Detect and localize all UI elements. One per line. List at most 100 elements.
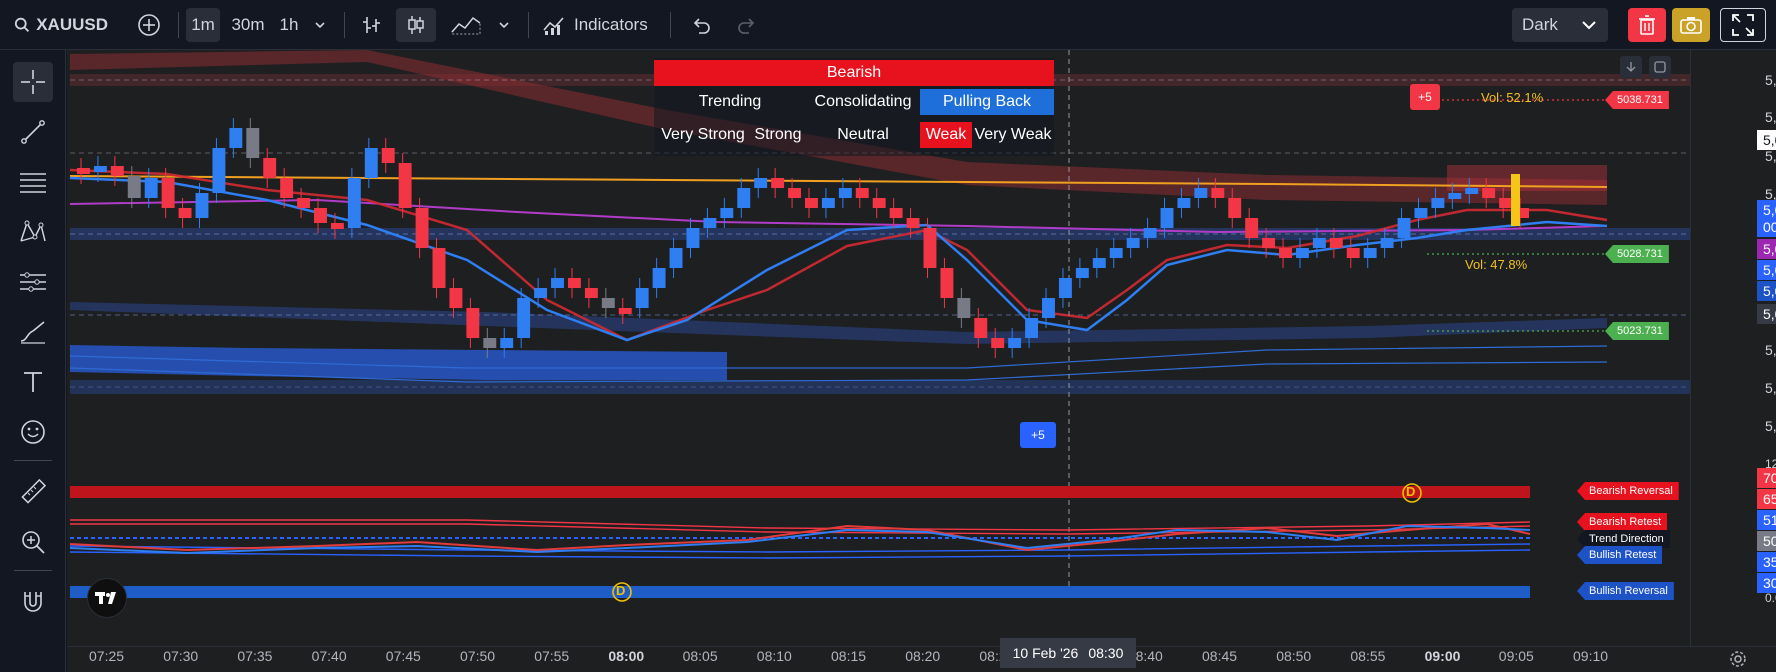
pane-maximize-button[interactable] [1649,56,1671,78]
price-badge-purple: 5,030.534 [1757,239,1776,259]
brush-tool[interactable] [13,312,53,352]
interval-1h[interactable]: 1h [274,8,304,42]
candle-body [534,288,548,298]
divergence-marker [1402,483,1422,503]
candle-body [788,188,801,198]
crosshair-date: 10 Feb '26 [1012,645,1079,661]
delete-button[interactable] [1628,8,1666,42]
time-tick: 07:45 [385,648,421,664]
bar-type-icon [363,17,380,33]
theme-select[interactable]: Dark [1512,8,1608,42]
candle-body [652,268,666,288]
candle-body [1177,198,1191,208]
redo-button[interactable] [730,8,764,42]
toolbar-divider [178,12,179,38]
indicators-button[interactable]: Indicators [538,8,660,42]
tradingview-logo[interactable] [87,578,127,618]
zoom-in-tool[interactable] [13,522,53,562]
fib-tool[interactable] [13,162,53,202]
candle-body [1329,238,1343,248]
price-axis[interactable] [1690,50,1776,646]
candle-body [618,308,632,314]
candle-body [1126,238,1140,248]
text-tool[interactable] [13,362,53,402]
divergence-label: D [1406,484,1416,499]
time-tick: 08:15 [831,648,867,664]
interval-1h-label: 1h [279,15,299,34]
candle-body [1448,193,1462,199]
magnet-tool[interactable] [13,582,53,622]
price-chart[interactable] [67,50,1776,672]
candle-body [246,128,260,158]
candle-body [1194,188,1208,198]
interval-dropdown[interactable] [308,8,332,42]
time-axis[interactable] [67,646,1776,672]
crosshair-tool[interactable] [13,62,53,102]
ruler-icon [21,478,47,504]
area-chart-button[interactable] [446,8,486,42]
dashboard-very-weak: Very Weak [974,126,1052,143]
price-badge-grey: 5,024.694 [1757,304,1776,324]
buy-signal-label: +5 [1031,428,1045,442]
pattern-tool[interactable] [13,212,53,252]
symbol-search[interactable]: XAUUSD [8,8,108,42]
dashboard-strong: Strong [754,126,802,143]
bearish-reversal-flag: Bearish Reversal [1577,482,1679,500]
trendline-tool[interactable] [13,112,53,152]
osc-tick-top: 120.000 [1765,457,1776,471]
measure-lines-tool[interactable] [13,262,53,302]
bar-type-button[interactable] [354,8,390,42]
trend-dashboard: Bearish Trending Consolidating Pulling B… [654,58,1054,156]
time-tick: 09:10 [1573,648,1609,664]
candle-body [821,198,835,208]
gear-icon [1730,651,1746,667]
candle-body [398,163,412,208]
candle-body [280,178,294,198]
toolbar-divider [670,12,671,38]
interval-30m[interactable]: 30m [226,8,270,42]
candle-body [1516,208,1529,218]
emoji-tool[interactable] [13,412,53,452]
undo-button[interactable] [684,8,718,42]
emoji-icon [21,420,45,444]
toolbar-divider [344,12,345,38]
ruler-tool[interactable] [13,472,53,512]
price-tick: 5,020.000 [1765,380,1776,396]
osc-value: 35.416 [1757,552,1776,572]
dashboard-consolidating: Consolidating [814,93,912,110]
candle-body [229,128,243,148]
candle-body [669,248,683,268]
screenshot-button[interactable] [1672,8,1710,42]
candle-body [263,158,277,178]
crosshair-time: 08:30 [1088,645,1124,661]
bullish-reversal-flag: Bullish Reversal [1577,582,1674,600]
candle-body [635,288,649,308]
trendline-icon [21,120,45,144]
fullscreen-button[interactable] [1720,8,1766,42]
candle-body [1397,218,1411,238]
price-badge-crosshair: 5,036.052 [1757,130,1776,150]
add-symbol-button[interactable] [132,8,166,42]
candle-body [1465,188,1479,194]
maximize-pane-icon [1654,61,1666,73]
candle-body [1431,198,1445,208]
candles-button[interactable] [396,8,436,42]
interval-1m[interactable]: 1m [186,8,220,42]
brush-icon [20,321,45,344]
measure-lines-icon [20,272,46,292]
text-icon [24,372,42,392]
candle-body [567,278,581,288]
candle-body [754,178,768,188]
scroll-to-latest-button[interactable] [1620,56,1642,78]
candle-body [1109,248,1123,258]
candle-body [1075,268,1089,278]
osc-value: 50.427 [1757,531,1776,551]
osc-value: 65.437 [1757,489,1776,509]
price-tick: 5,017.500 [1765,418,1776,434]
chart-canvas[interactable]: D D Bearish Trending Consolidating Pulli… [67,50,1776,672]
chart-settings-button[interactable] [1725,648,1751,670]
candle-body [957,298,971,318]
dashboard-header: Bearish [654,60,1054,86]
chart-type-dropdown[interactable] [492,8,516,42]
time-tick: 08:10 [756,648,792,664]
